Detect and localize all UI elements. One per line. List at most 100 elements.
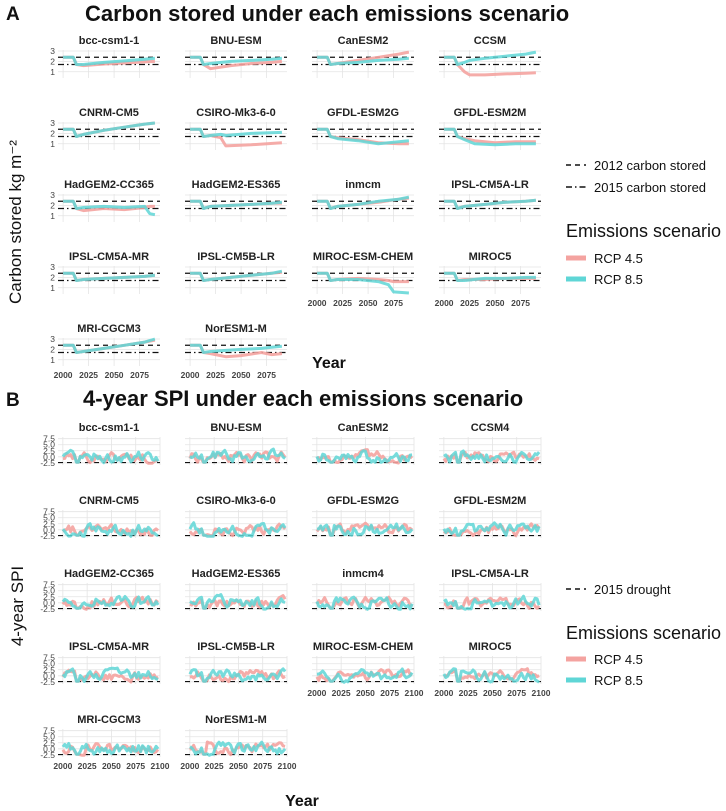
x-tick-label: 2050 [232, 370, 251, 380]
y-tick-label: 0.0 [43, 671, 55, 681]
y-tick-label: 3 [50, 118, 55, 128]
facet-title: bcc-csm1-1 [79, 35, 140, 47]
y-tick-label: 7.5 [43, 653, 55, 663]
facet-canesm2: CanESM2 [312, 35, 414, 78]
x-tick-label: 2050 [102, 761, 121, 771]
x-tick-label: 2000 [53, 761, 72, 771]
facet-title: CSIRO-Mk3-6-0 [196, 495, 275, 507]
y-tick-label: 3 [50, 190, 55, 200]
y-tick-label: 2.5 [43, 519, 55, 529]
facet-title: IPSL-CM5B-LR [197, 641, 275, 653]
x-tick-label: 2050 [105, 370, 124, 380]
facet-ipsl-cm5a-mr: IPSL-CM5A-MR 7.55.02.50.0-2.5 [40, 641, 161, 687]
x-tick-label: 2075 [253, 761, 272, 771]
facet-title: GFDL-ESM2G [327, 107, 399, 119]
series-rcp85-line [444, 50, 537, 66]
series-rcp85-line [442, 667, 540, 684]
facet-title: MIROC5 [469, 641, 512, 653]
facet-ipsl-cm5b-lr: IPSL-CM5B-LR [185, 251, 287, 294]
series-rcp85-line [190, 55, 283, 66]
facet-gfdl-esm2g: GFDL-ESM2G [312, 495, 415, 538]
legend-a-rcp85-label: RCP 8.5 [594, 272, 643, 287]
facet-title: BNU-ESM [210, 35, 261, 47]
series-rcp85-line [442, 521, 541, 537]
panel-a-xlabel: Year [312, 355, 346, 372]
facet-title: CanESM2 [338, 35, 389, 47]
y-tick-label: 0.0 [43, 525, 55, 535]
series-rcp85-line [317, 55, 410, 66]
y-tick-label: 1 [50, 211, 55, 221]
legend-b-rcp85-label: RCP 8.5 [594, 673, 643, 688]
facet-gfdl-esm2m: GFDL-ESM2M [439, 107, 541, 150]
facet-title: IPSL-CM5A-MR [69, 251, 149, 263]
panel-a-legend: 2012 carbon stored 2015 carbon stored Em… [566, 158, 721, 287]
y-tick-label: 2 [50, 56, 55, 66]
x-tick-label: 2000 [307, 688, 326, 698]
facet-title: CCSM [474, 35, 506, 47]
panel-a-letter: A [6, 4, 20, 25]
facet-title: MIROC-ESM-CHEM [313, 251, 413, 263]
y-tick-label: 7.5 [43, 580, 55, 590]
y-tick-label: 3 [50, 46, 55, 56]
y-tick-label: -2.5 [40, 458, 55, 468]
y-tick-label: 2 [50, 344, 55, 354]
series-rcp85-line [63, 337, 156, 354]
y-tick-label: 2 [50, 128, 55, 138]
series-rcp85-line [63, 199, 156, 217]
x-tick-label: 2000 [54, 370, 73, 380]
y-tick-label: 2 [50, 272, 55, 282]
y-tick-label: -2.5 [40, 677, 55, 687]
x-tick-label: 2100 [532, 688, 551, 698]
x-tick-label: 2050 [359, 298, 378, 308]
facet-hadgem2-cc365: HadGEM2-CC365 123 [50, 179, 160, 222]
facet-title: GFDL-ESM2M [454, 107, 527, 119]
x-tick-label: 2075 [126, 761, 145, 771]
y-tick-label: 2.5 [43, 665, 55, 675]
y-tick-label: 0.0 [43, 744, 55, 754]
x-tick-label: 2000 [180, 761, 199, 771]
panel-b-ylabel: 4-year SPI [8, 566, 27, 646]
panel-a-title: Carbon stored under each emissions scena… [85, 1, 569, 26]
facet-title: MRI-CGCM3 [77, 323, 141, 335]
series-rcp85-line [189, 740, 287, 757]
series-rcp85-line [443, 449, 541, 464]
facet-title: NorESM1-M [205, 323, 267, 335]
series-rcp85-line [61, 741, 160, 756]
y-tick-label: -2.5 [40, 531, 55, 541]
facet-ccsm: CCSM [439, 35, 541, 78]
facet-title: inmcm [345, 179, 381, 191]
facet-cnrm-cm5: CNRM-CM5 7.55.02.50.0-2.5 [40, 495, 161, 541]
series-rcp85-line [61, 666, 159, 683]
facet-hadgem2-es365: HadGEM2-ES365 [185, 568, 288, 611]
facet-title: CCSM4 [471, 422, 510, 434]
panel-a-ylabel: Carbon stored kg m⁻² [6, 140, 25, 304]
series-rcp85-line [444, 271, 536, 282]
y-tick-label: -2.5 [40, 750, 55, 760]
y-tick-label: 5.0 [43, 586, 55, 596]
facet-mri-cgcm3: MRI-CGCM3 123 2000 2025 2050 2075 [50, 323, 160, 380]
facet-ipsl-cm5b-lr: IPSL-CM5B-LR [185, 641, 288, 684]
y-tick-label: 1 [50, 67, 55, 77]
facet-miroc-esm-chem: MIROC-ESM-CHEM 2000 2025 2050 2075 [308, 251, 414, 308]
y-tick-label: 7.5 [43, 507, 55, 517]
x-tick-label: 2025 [333, 298, 352, 308]
panel-b-title: 4-year SPI under each emissions scenario [83, 386, 523, 411]
facet-cnrm-cm5: CNRM-CM5 123 [50, 107, 160, 150]
facet-hadgem2-cc365: HadGEM2-CC365 7.55.02.50.0-2.5 [40, 568, 161, 614]
legend-2012-label: 2012 carbon stored [594, 158, 706, 173]
facet-title: CNRM-CM5 [79, 107, 139, 119]
x-tick-label: 2075 [257, 370, 276, 380]
facet-gfdl-esm2m: GFDL-ESM2M [439, 495, 542, 538]
facet-title: CanESM2 [338, 422, 389, 434]
series-rcp85-line [444, 198, 537, 210]
facet-title: HadGEM2-CC365 [64, 179, 154, 191]
legend-a-title: Emissions scenario [566, 221, 721, 241]
legend-b-rcp45-label: RCP 4.5 [594, 652, 643, 667]
facet-title: IPSL-CM5A-LR [451, 568, 529, 580]
x-tick-label: 2000 [435, 298, 454, 308]
series-rcp85-line [317, 271, 410, 295]
facet-noresm1-m: NorESM1-M 2000 2025 2050 2075 [181, 323, 287, 380]
facet-title: BNU-ESM [210, 422, 261, 434]
